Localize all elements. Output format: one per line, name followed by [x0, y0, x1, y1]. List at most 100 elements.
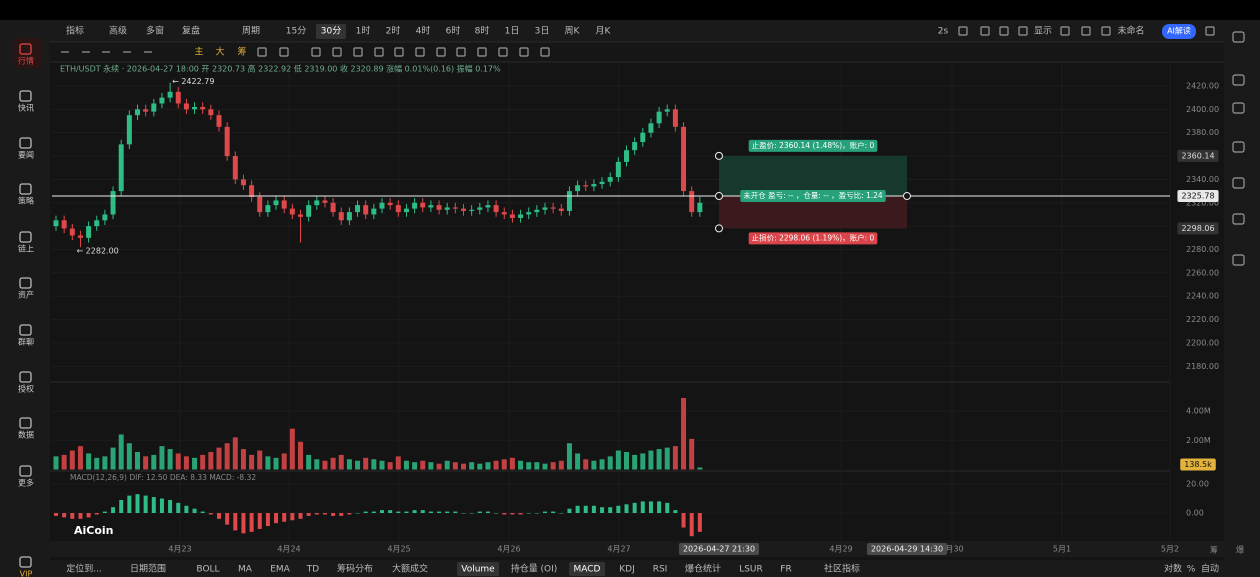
nav-label[interactable]: 行情: [18, 56, 34, 66]
toolbar-item[interactable]: 8时: [475, 25, 490, 37]
toolbar-item[interactable]: 6时: [446, 25, 461, 37]
indicator-tab[interactable]: FR: [780, 565, 791, 575]
position-handle[interactable]: [715, 151, 723, 160]
indicator-tab[interactable]: TD: [306, 565, 319, 575]
candle-body: [501, 212, 507, 215]
side-icon[interactable]: [1232, 102, 1245, 114]
toolbar-item[interactable]: AI解读: [1167, 26, 1191, 36]
draw-tool[interactable]: [374, 47, 384, 57]
candle-body: [624, 150, 629, 162]
indicator-tab[interactable]: 定位到...: [66, 563, 102, 575]
position-handle[interactable]: [715, 192, 723, 201]
nav-icon: [19, 371, 32, 383]
crosshair-label: 2026-04-27 21:30: [683, 545, 755, 554]
draw-tool[interactable]: [456, 47, 466, 57]
draw-tool[interactable]: [415, 47, 425, 57]
nav-label[interactable]: 资产: [18, 290, 34, 300]
toolbar-item[interactable]: 2时: [386, 25, 401, 37]
scale-option[interactable]: 对数: [1164, 563, 1182, 575]
indicator-tab[interactable]: RSI: [653, 565, 668, 575]
nav-label[interactable]: 更多: [18, 478, 34, 488]
draw-tool[interactable]: [279, 47, 289, 57]
left-sidebar: [0, 20, 50, 577]
indicator-tab[interactable]: LSUR: [739, 565, 763, 575]
toolbar-item[interactable]: 周K: [565, 26, 581, 37]
indicator-tab[interactable]: 社区指标: [824, 563, 860, 575]
scale-option[interactable]: 自动: [1201, 563, 1219, 575]
draw-tool[interactable]: [311, 47, 321, 57]
toolbar-item[interactable]: 显示: [1034, 26, 1052, 37]
nav-label[interactable]: 要闻: [18, 151, 34, 160]
position-handle[interactable]: [715, 224, 723, 233]
toolbar-item[interactable]: 30分: [321, 26, 341, 37]
macd-bar: [534, 513, 539, 514]
draw-tool[interactable]: [332, 47, 342, 57]
toolbar-icon[interactable]: [1205, 26, 1215, 36]
toolbar-item[interactable]: 4时: [416, 25, 431, 37]
nav-label[interactable]: 授权: [18, 384, 34, 394]
macd-bar: [290, 513, 295, 521]
toolbar-item[interactable]: 1日: [505, 26, 520, 37]
nav-label[interactable]: VIP: [20, 570, 33, 577]
side-icon[interactable]: [1232, 177, 1245, 189]
draw-tool-label[interactable]: 大: [215, 46, 224, 58]
toolbar-item[interactable]: 多窗: [146, 25, 164, 37]
axis-corner[interactable]: 筹: [1210, 545, 1218, 555]
draw-tool[interactable]: [394, 47, 404, 57]
indicator-tab[interactable]: 日期范围: [130, 563, 166, 575]
toolbar-icon[interactable]: [999, 26, 1009, 36]
indicator-tab[interactable]: MACD: [574, 565, 601, 575]
draw-tool[interactable]: [436, 47, 446, 57]
position-handle[interactable]: [903, 192, 911, 201]
axis-corner[interactable]: 爆: [1236, 545, 1244, 555]
side-icon[interactable]: [1232, 254, 1245, 266]
toolbar-icon[interactable]: [1060, 26, 1070, 36]
draw-tool[interactable]: [540, 47, 550, 57]
indicator-tab[interactable]: KDJ: [619, 565, 635, 575]
toolbar-item[interactable]: 复盘: [182, 25, 200, 37]
side-icon[interactable]: [1232, 74, 1245, 86]
draw-tool[interactable]: [257, 47, 267, 57]
side-icon[interactable]: [1232, 141, 1245, 153]
draw-tool[interactable]: [477, 47, 487, 57]
scale-option[interactable]: %: [1187, 565, 1196, 575]
indicator-tab[interactable]: BOLL: [196, 565, 219, 575]
draw-tool-label[interactable]: 筹: [237, 46, 246, 58]
bottom-bar: [50, 560, 1224, 577]
nav-label[interactable]: 数据: [18, 430, 34, 440]
nav-label[interactable]: 策略: [18, 196, 34, 206]
indicator-tab[interactable]: 爆仓统计: [685, 563, 721, 575]
toolbar-item[interactable]: 未命名: [1117, 25, 1144, 37]
toolbar-icon[interactable]: [1081, 26, 1091, 36]
indicator-tab[interactable]: EMA: [270, 565, 290, 575]
toolbar-icon[interactable]: [1101, 26, 1111, 36]
candle-body: [477, 207, 483, 210]
toolbar-item[interactable]: 15分: [286, 26, 306, 37]
nav-label[interactable]: 群聊: [18, 337, 34, 347]
toolbar-item[interactable]: 3日: [535, 26, 550, 37]
indicator-tab[interactable]: MA: [238, 565, 253, 575]
indicator-tab[interactable]: 筹码分布: [337, 563, 373, 575]
indicator-tab[interactable]: 持仓量 (OI): [511, 563, 558, 575]
indicator-tab[interactable]: Volume: [461, 565, 495, 575]
toolbar-item[interactable]: 1时: [356, 25, 371, 37]
draw-tool-label[interactable]: 主: [194, 46, 203, 58]
toolbar-item[interactable]: 2s: [938, 27, 949, 37]
toolbar-item[interactable]: 月K: [596, 26, 612, 37]
y-tick-label: 2400.00: [1186, 105, 1219, 114]
toolbar-icon[interactable]: [980, 26, 990, 36]
nav-label[interactable]: 链上: [18, 244, 34, 254]
draw-tool[interactable]: [519, 47, 529, 57]
draw-tool[interactable]: [353, 47, 363, 57]
toolbar-item[interactable]: 周期: [242, 26, 260, 37]
side-icon[interactable]: [1232, 31, 1245, 43]
toolbar-icon[interactable]: [958, 26, 968, 36]
toolbar-icon[interactable]: [1018, 26, 1028, 36]
indicator-tab[interactable]: 大额成交: [392, 563, 428, 575]
macd-bar: [62, 513, 67, 518]
draw-tool[interactable]: [498, 47, 508, 57]
toolbar-item[interactable]: 高级: [109, 25, 127, 37]
nav-label[interactable]: 快讯: [18, 103, 34, 113]
toolbar-item[interactable]: 指标: [66, 25, 84, 37]
side-icon[interactable]: [1232, 213, 1245, 225]
